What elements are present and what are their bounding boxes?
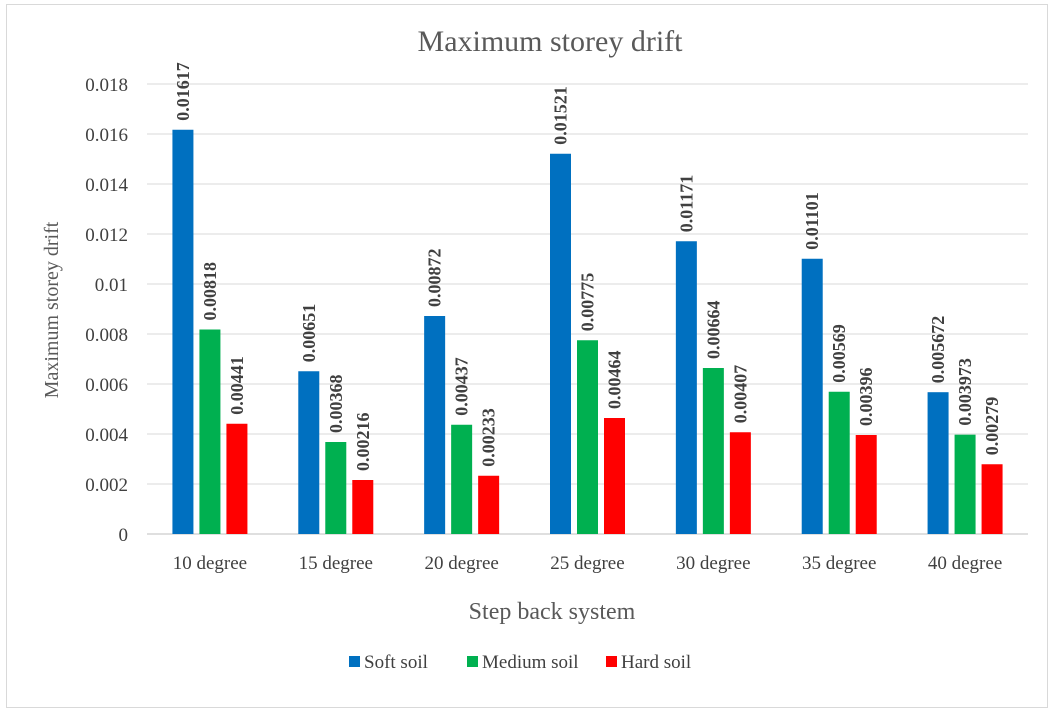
- bar-soft-soil: [298, 371, 320, 534]
- bar-hard-soil: [604, 418, 625, 534]
- bar-medium-soil: [828, 391, 850, 534]
- bar-hard-soil: [981, 464, 1003, 534]
- y-tick-label: 0.01: [95, 275, 128, 296]
- bar-hard-soil: [352, 480, 374, 534]
- bar-medium-soil: [954, 434, 976, 534]
- data-label: 0.00279: [982, 397, 1002, 456]
- data-label: 0.00664: [703, 301, 723, 360]
- legend-label: Hard soil: [621, 652, 691, 673]
- data-label: 0.00216: [353, 413, 373, 472]
- y-tick-label: 0.018: [85, 75, 128, 96]
- data-label: 0.00464: [605, 351, 625, 410]
- x-axis-title: Step back system: [469, 599, 636, 625]
- data-label: 0.00569: [829, 324, 849, 383]
- y-tick-label: 0.014: [85, 175, 128, 196]
- y-axis-title: Maximum storey drift: [41, 221, 63, 398]
- x-tick-label: 35 degree: [802, 553, 876, 574]
- y-tick-label: 0.016: [85, 125, 128, 146]
- legend-label: Soft soil: [364, 652, 428, 673]
- legend-swatch-soft-soil: [349, 656, 360, 667]
- bar-soft-soil: [550, 153, 571, 534]
- y-tick-label: 0.002: [85, 475, 128, 496]
- data-label: 0.00233: [479, 408, 499, 466]
- bar-hard-soil: [729, 432, 751, 534]
- bar-hard-soil: [478, 475, 500, 534]
- bar-hard-soil: [855, 435, 877, 534]
- data-label: 0.01101: [802, 192, 822, 250]
- data-label: 0.00651: [299, 304, 319, 363]
- bar-soft-soil: [675, 241, 697, 534]
- bar-hard-soil: [226, 423, 248, 534]
- bar-medium-soil: [325, 442, 347, 534]
- legend-swatch-hard-soil: [606, 656, 617, 667]
- data-label: 0.00441: [227, 356, 247, 415]
- y-tick-label: 0: [119, 525, 129, 546]
- data-label: 0.005672: [928, 316, 948, 384]
- legend: Soft soil Medium soil Hard soil: [349, 652, 691, 673]
- x-tick-label: 30 degree: [676, 553, 750, 574]
- x-tick-label: 10 degree: [173, 553, 247, 574]
- data-label: 0.01617: [173, 62, 193, 121]
- y-tick-label: 0.006: [85, 375, 128, 396]
- y-axis-tick-labels: 0 0.002 0.004 0.006 0.008 0.01 0.012 0.014 0.016…: [85, 75, 128, 546]
- data-label: 0.00818: [200, 262, 220, 321]
- x-tick-label: 20 degree: [424, 553, 498, 574]
- data-label: 0.00775: [578, 273, 598, 332]
- data-label: 0.00437: [452, 357, 472, 415]
- bar-medium-soil: [199, 329, 221, 534]
- legend-label: Medium soil: [482, 652, 579, 673]
- data-label: 0.01521: [551, 86, 571, 145]
- data-label: 0.00396: [856, 368, 876, 427]
- bar-soft-soil: [172, 129, 194, 534]
- bar-medium-soil: [577, 340, 598, 534]
- chart-title: Maximum storey drift: [418, 25, 684, 58]
- x-tick-label: 15 degree: [299, 553, 373, 574]
- y-tick-label: 0.004: [85, 425, 128, 446]
- y-tick-label: 0.008: [85, 325, 128, 346]
- data-label: 0.00407: [730, 365, 750, 424]
- x-tick-label: 40 degree: [928, 553, 1002, 574]
- data-label: 0.01171: [676, 175, 696, 233]
- bar-soft-soil: [801, 258, 823, 534]
- bar-medium-soil: [451, 424, 473, 534]
- data-labels: 0.01617 0.00818 0.00441 0.00651 0.00368 0.002…: [173, 62, 1002, 471]
- bar-soft-soil: [424, 316, 446, 534]
- y-tick-label: 0.012: [85, 225, 128, 246]
- bar-soft-soil: [927, 392, 949, 534]
- data-label: 0.003973: [955, 358, 975, 426]
- x-axis-tick-labels: 10 degree 15 degree 20 degree 25 degree 30 d…: [173, 553, 1003, 574]
- x-tick-label: 25 degree: [550, 553, 624, 574]
- legend-swatch-medium-soil: [467, 656, 478, 667]
- bars: [172, 129, 1003, 534]
- bar-medium-soil: [702, 368, 724, 534]
- gridlines: [147, 83, 1028, 535]
- data-label: 0.00872: [425, 249, 445, 308]
- data-label: 0.00368: [326, 375, 346, 434]
